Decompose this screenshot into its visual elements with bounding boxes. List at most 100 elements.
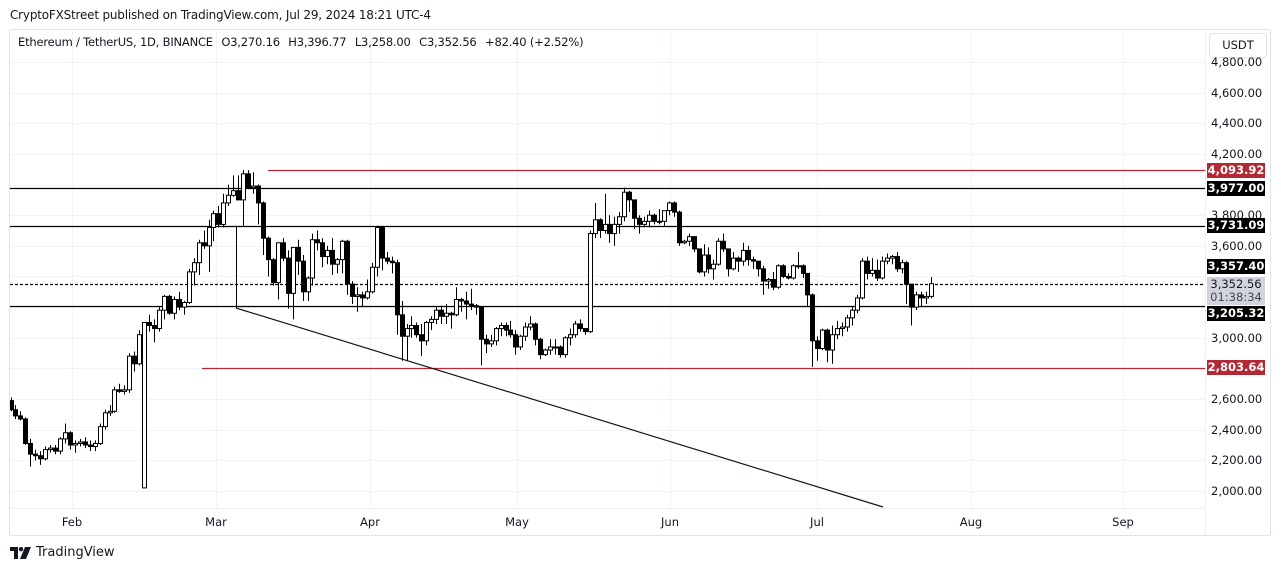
candle-bearish <box>469 303 474 307</box>
candle-bearish <box>202 242 207 247</box>
candle-bullish <box>355 294 360 297</box>
candle-bearish <box>805 272 810 296</box>
candle-bearish <box>132 355 137 365</box>
candle-bullish <box>78 441 83 444</box>
price-level-tag: 3,357.40 <box>1207 259 1265 274</box>
candle-bullish <box>568 334 573 339</box>
candle-bullish <box>766 279 771 282</box>
legend-low: L3,258.00 <box>354 35 411 49</box>
candle-bullish <box>172 298 177 314</box>
candle-bearish <box>271 259 276 284</box>
candle-bullish <box>137 334 142 365</box>
tradingview-logo-icon <box>10 546 31 559</box>
candle-bearish <box>345 240 350 285</box>
current-price-tag: 3,352.56 01:38:34 <box>1207 277 1265 305</box>
candle-bullish <box>657 220 662 223</box>
candle-bullish <box>73 442 78 446</box>
candle-bearish <box>652 214 657 222</box>
candle-bullish <box>890 256 895 259</box>
plot-area <box>10 30 1205 508</box>
candle-bullish <box>434 309 439 320</box>
price-axis-tick: 2,400.00 <box>1211 422 1263 437</box>
candle-bearish <box>246 173 251 189</box>
candle-bullish <box>182 302 187 308</box>
candle-bearish <box>919 294 924 299</box>
trendline <box>235 307 884 508</box>
candle-bullish <box>48 447 53 451</box>
current-price: 3,352.56 <box>1210 277 1262 291</box>
candle-bullish <box>603 223 608 232</box>
time-axis-label: Jun <box>661 515 679 529</box>
candle-bearish <box>390 260 395 264</box>
candle-bearish <box>216 213 221 225</box>
candle-bullish <box>870 269 875 274</box>
candle-bullish <box>900 262 905 270</box>
candle-bullish <box>716 240 721 265</box>
tradingview-brand: TradingView <box>36 545 115 560</box>
candle-bearish <box>771 279 776 288</box>
candle-bearish <box>761 268 766 282</box>
candle-bullish <box>207 226 212 247</box>
candle-bearish <box>23 418 28 444</box>
candle-bearish <box>578 323 583 330</box>
candle-bullish <box>791 265 796 279</box>
candle-bearish <box>147 321 152 327</box>
candle-bullish <box>796 265 801 268</box>
candle-bearish <box>895 256 900 270</box>
candle-bullish <box>291 246 296 294</box>
candle-bullish <box>820 329 825 349</box>
candle-bearish <box>607 223 612 235</box>
candle-bearish <box>419 334 424 342</box>
candle-bearish <box>360 294 365 299</box>
time-axis-label: Mar <box>205 515 227 529</box>
candle-bearish <box>815 340 820 349</box>
candle-bullish <box>251 185 256 189</box>
candle-bullish <box>370 266 375 293</box>
candle-bearish <box>400 314 405 337</box>
price-axis-tick: 2,200.00 <box>1211 453 1263 468</box>
chart-frame <box>9 29 1271 536</box>
legend-high: H3,396.77 <box>288 35 347 49</box>
time-axis-label: Apr <box>360 515 380 529</box>
candle-bearish <box>350 283 355 297</box>
candle-bullish <box>340 240 345 261</box>
candle-bearish <box>449 312 454 316</box>
candle-bullish <box>563 337 568 356</box>
candle-bullish <box>548 346 553 351</box>
candle-bullish <box>122 389 127 392</box>
tradingview-logo[interactable]: TradingView <box>10 545 115 560</box>
candle-bearish <box>68 432 73 446</box>
candle-bullish <box>98 426 103 444</box>
candle-bearish <box>726 248 731 270</box>
currency-button[interactable]: USDT <box>1209 33 1267 58</box>
candle-bullish <box>444 312 449 317</box>
candle-bearish <box>83 441 88 446</box>
candle-bullish <box>731 257 736 270</box>
price-level-tag: 2,803.64 <box>1207 360 1265 376</box>
candle-bullish <box>543 349 548 356</box>
candle-bullish <box>885 257 890 262</box>
candle-bullish <box>711 263 716 270</box>
candle-bearish <box>637 217 642 225</box>
price-level-tag: 3,977.00 <box>1207 180 1265 196</box>
candle-bullish <box>108 410 113 414</box>
price-axis-tick: 3,000.00 <box>1211 330 1263 345</box>
candle-bearish <box>736 257 741 262</box>
candle-bullish <box>855 297 860 311</box>
candle-bullish <box>835 328 840 336</box>
candle-bullish <box>845 317 850 328</box>
candle-bullish <box>142 321 147 489</box>
candle-bearish <box>236 190 241 201</box>
candle-bearish <box>18 415 23 420</box>
price-axis-tick: 4,600.00 <box>1211 85 1263 100</box>
price-axis-tick: 3,600.00 <box>1211 238 1263 253</box>
candle-bullish <box>489 340 494 345</box>
symbol-title[interactable]: Ethereum / TetherUS, 1D, BINANCE <box>18 35 213 49</box>
candle-bullish <box>880 260 885 279</box>
candle-bullish <box>157 309 162 330</box>
candle-bullish <box>405 328 410 337</box>
candle-bearish <box>177 298 182 308</box>
candle-bearish <box>296 246 301 262</box>
candle-bullish <box>187 271 192 304</box>
